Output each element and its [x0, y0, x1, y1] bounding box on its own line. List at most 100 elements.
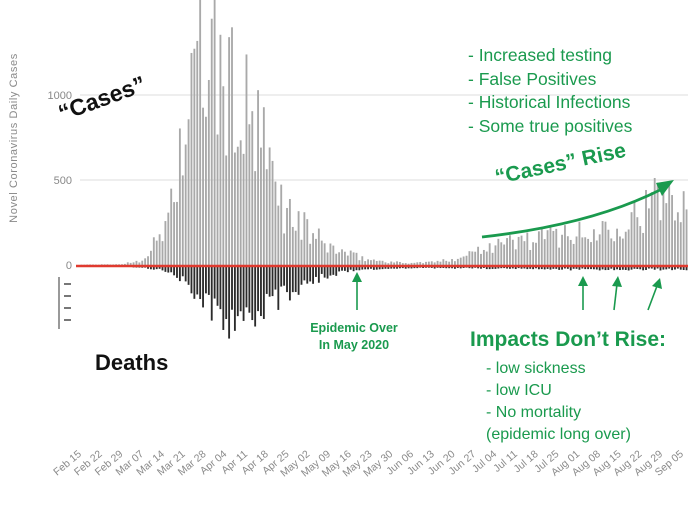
death-bar — [584, 267, 587, 270]
case-bar — [138, 262, 141, 265]
case-bar — [329, 243, 332, 265]
case-bar — [650, 192, 653, 265]
y-tick-label: 0 — [66, 260, 72, 272]
case-bar — [390, 261, 393, 265]
death-bar — [656, 267, 659, 269]
death-bar — [526, 267, 529, 270]
death-bar — [349, 267, 352, 270]
death-bar — [595, 267, 598, 270]
case-bar — [257, 90, 259, 265]
death-bar — [459, 267, 462, 269]
death-bar — [396, 267, 398, 269]
case-bar — [543, 239, 546, 265]
death-bar — [442, 267, 445, 269]
case-bar — [509, 235, 511, 265]
impact-item: - low sickness — [486, 360, 586, 377]
impacts-title: Impacts Don’t Rise: — [470, 328, 667, 351]
case-bar — [280, 184, 283, 265]
case-bar — [150, 250, 152, 265]
case-bar — [343, 251, 346, 265]
case-bar — [656, 182, 659, 265]
death-bar — [378, 267, 381, 270]
death-bar — [454, 267, 456, 269]
deaths-axis-tick — [64, 307, 71, 309]
impact-item: - low ICU — [486, 382, 552, 399]
death-bar — [323, 267, 326, 278]
case-bar — [474, 251, 477, 265]
case-bar — [682, 191, 685, 265]
case-bar — [265, 169, 268, 265]
death-bar — [630, 267, 633, 270]
death-bar — [335, 267, 338, 276]
case-bar — [433, 262, 436, 265]
case-bar — [361, 256, 364, 265]
death-bar — [540, 267, 543, 270]
death-bar — [375, 267, 378, 270]
death-bar — [555, 267, 558, 269]
death-bar — [381, 267, 384, 270]
case-bar — [398, 261, 401, 265]
death-bar — [213, 267, 216, 299]
y-tick-label: 500 — [54, 175, 72, 187]
death-bar — [543, 267, 546, 270]
case-bar — [506, 238, 508, 265]
death-bar — [248, 267, 251, 313]
death-bar — [480, 267, 482, 269]
death-bar — [164, 267, 167, 272]
case-bar — [135, 260, 138, 265]
case-bar — [407, 263, 410, 265]
case-bar — [477, 246, 480, 265]
case-bar — [147, 256, 149, 265]
death-bar — [390, 267, 393, 269]
case-bar — [123, 263, 126, 265]
case-bar — [167, 212, 170, 265]
case-bar — [251, 111, 254, 266]
death-bar — [682, 267, 685, 271]
death-bar — [558, 267, 561, 270]
case-bar — [665, 203, 668, 265]
case-bar — [109, 264, 112, 265]
case-bar — [187, 119, 190, 266]
case-bar — [595, 240, 598, 265]
case-bar — [555, 228, 558, 265]
case-bar — [442, 259, 445, 265]
death-bar — [590, 267, 592, 270]
case-bar — [511, 239, 514, 265]
death-bar — [242, 267, 245, 321]
case-bar — [228, 37, 231, 266]
case-bar — [100, 264, 103, 265]
rise-trend-arrowhead — [656, 180, 674, 196]
case-bar — [205, 116, 207, 266]
case-bar — [480, 253, 482, 265]
case-bar — [213, 0, 216, 266]
death-bar — [144, 267, 147, 268]
death-bar — [222, 267, 225, 330]
death-bar — [587, 267, 590, 270]
case-bar — [271, 160, 274, 265]
death-bar — [468, 267, 471, 269]
death-bar — [448, 267, 451, 269]
reason-item: - False Positives — [468, 68, 597, 89]
case-bar — [181, 175, 184, 265]
death-bar — [210, 267, 213, 321]
case-bar — [604, 221, 607, 265]
death-bar — [535, 267, 537, 269]
death-bar — [193, 267, 196, 299]
case-bar — [416, 262, 419, 265]
death-bar — [662, 267, 665, 270]
death-bar — [422, 267, 425, 269]
impact-arrowhead-1 — [578, 276, 588, 286]
impact-arrowhead-3 — [652, 278, 662, 289]
case-bar — [564, 225, 566, 265]
death-bar — [477, 267, 480, 269]
death-bar — [300, 267, 303, 285]
case-bar — [176, 201, 178, 265]
death-bar — [173, 267, 176, 276]
case-bar — [141, 260, 144, 265]
death-bar — [430, 267, 433, 268]
case-bar — [419, 262, 422, 265]
case-bar — [378, 260, 381, 265]
case-bar — [413, 262, 416, 265]
